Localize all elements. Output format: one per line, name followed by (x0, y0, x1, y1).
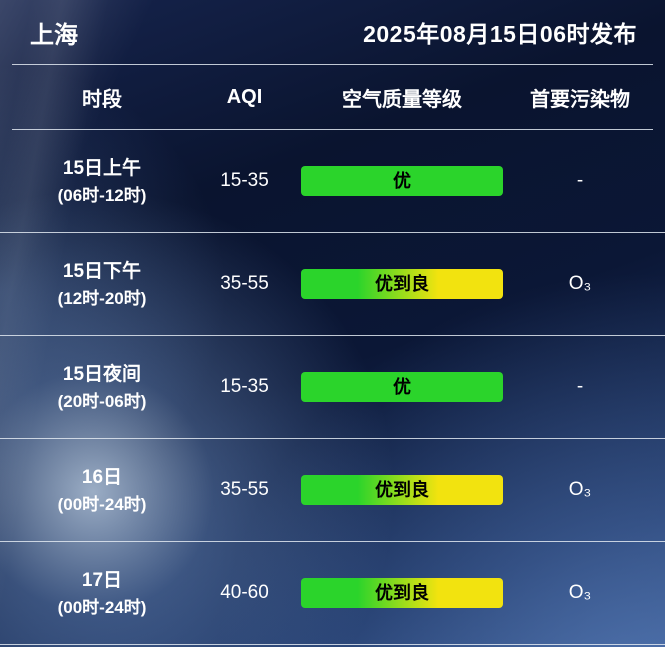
period-cell: 15日夜间 (20时-06时) (12, 360, 192, 413)
period-label: 17日 (81, 570, 123, 592)
table-row: 15日夜间 (20时-06时) 15-35 优 - (0, 336, 665, 439)
table-row: 17日 (00时-24时) 40-60 优到良 O₃ (0, 542, 665, 645)
level-badge: 优到良 (301, 475, 503, 505)
level-cell: 优 (297, 166, 507, 196)
column-header-divider (12, 129, 653, 130)
table-header-row: 时段 AQI 空气质量等级 首要污染物 (0, 65, 665, 129)
level-badge: 优 (301, 372, 503, 402)
period-hours: (20时-06时) (57, 391, 147, 411)
level-badge: 优到良 (301, 269, 503, 299)
table-row: 16日 (00时-24时) 35-55 优到良 O₃ (0, 439, 665, 542)
pollutant-value: O₃ (568, 273, 592, 294)
period-label: 15日上午 (62, 158, 142, 180)
period-cell: 15日上午 (06时-12时) (12, 154, 192, 207)
column-header-level: 空气质量等级 (342, 88, 462, 111)
period-label: 15日下午 (62, 261, 142, 283)
period-label: 15日夜间 (62, 364, 142, 386)
city-name: 上海 (30, 21, 78, 49)
level-cell: 优 (297, 372, 507, 402)
table-row: 15日上午 (06时-12时) 15-35 优 - (0, 130, 665, 233)
aqi-value: 35-55 (220, 273, 269, 294)
period-hours: (06时-12时) (57, 185, 147, 205)
table-body: 15日上午 (06时-12时) 15-35 优 - 15日下午 (12时-20时) 35-55… (0, 130, 665, 645)
header-divider (12, 64, 653, 65)
header-bar: 上海 2025年08月15日06时发布 (0, 0, 665, 64)
pollutant-value: - (576, 170, 584, 191)
period-hours: (00时-24时) (57, 494, 147, 514)
level-badge: 优到良 (301, 578, 503, 608)
period-hours: (12时-20时) (57, 288, 147, 308)
table-row: 15日下午 (12时-20时) 35-55 优到良 O₃ (0, 233, 665, 336)
period-cell: 17日 (00时-24时) (12, 566, 192, 619)
period-hours: (00时-24时) (57, 597, 147, 617)
aqi-value: 15-35 (220, 170, 269, 191)
period-cell: 16日 (00时-24时) (12, 463, 192, 516)
column-header-period: 时段 (82, 88, 122, 111)
column-header-pollutant: 首要污染物 (530, 88, 630, 111)
aqi-value: 40-60 (220, 582, 269, 603)
column-header-aqi: AQI (226, 85, 263, 108)
level-cell: 优到良 (297, 578, 507, 608)
level-cell: 优到良 (297, 269, 507, 299)
pollutant-value: - (576, 376, 584, 397)
pollutant-value: O₃ (568, 479, 592, 500)
aqi-value: 35-55 (220, 479, 269, 500)
aqi-value: 15-35 (220, 376, 269, 397)
level-badge: 优 (301, 166, 503, 196)
publish-time: 2025年08月15日06时发布 (363, 21, 637, 47)
pollutant-value: O₃ (568, 582, 592, 603)
period-cell: 15日下午 (12时-20时) (12, 257, 192, 310)
period-label: 16日 (81, 467, 123, 489)
level-cell: 优到良 (297, 475, 507, 505)
